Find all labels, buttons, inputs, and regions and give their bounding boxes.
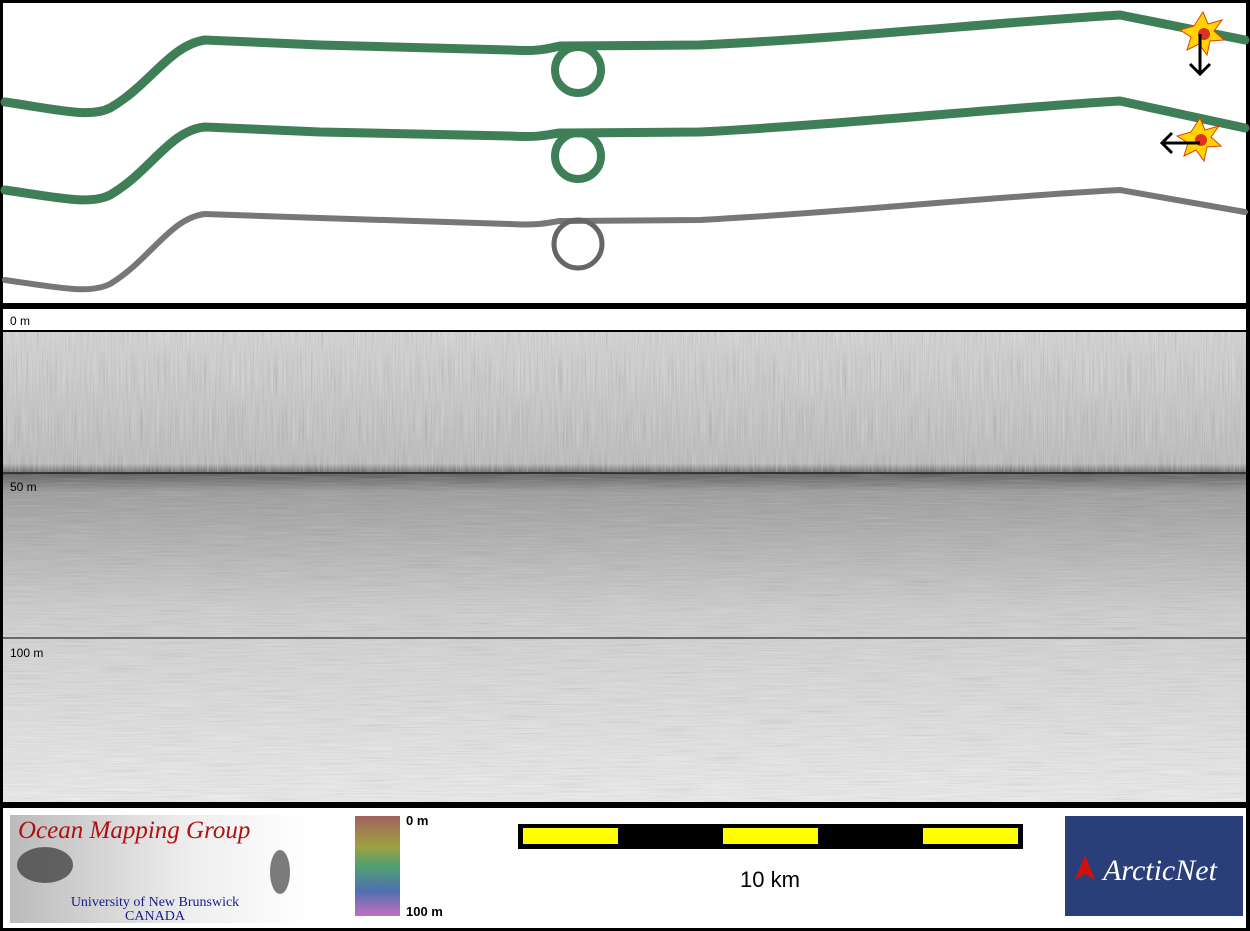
color-scale (355, 816, 400, 916)
track-loop (551, 129, 605, 183)
scale-bar-segment (723, 828, 818, 844)
scale-bar-label: 10 km (740, 867, 800, 892)
track-line (2, 186, 1248, 293)
track-line (0, 10, 1250, 118)
depth-label: 50 m (10, 480, 37, 494)
depth-header (3, 309, 1246, 330)
scale-bar-segment (923, 828, 1018, 844)
logo-graphic (17, 847, 73, 883)
omg-university: University of New Brunswick (71, 895, 239, 910)
track-panel (3, 3, 1246, 303)
maple-leaf (1075, 855, 1095, 880)
omg-title: Ocean Mapping Group (18, 817, 250, 844)
depth-label: 100 m (10, 646, 43, 660)
sonar-texture (3, 472, 1246, 802)
arcticnet-logo (1065, 816, 1243, 916)
arrow (1159, 131, 1200, 155)
track-loop (551, 217, 605, 271)
sun-icons (1159, 10, 1226, 163)
logo-graphic (270, 850, 290, 894)
arcticnet-title: ArcticNet (1101, 854, 1218, 887)
color-scale-label: 100 m (406, 904, 443, 919)
depth-label: 0 m (10, 314, 30, 328)
color-scale-label: 0 m (406, 813, 428, 828)
track-line (0, 96, 1250, 205)
omg-country: CANADA (125, 909, 186, 924)
tracks (0, 10, 1250, 293)
arrow (1188, 34, 1212, 77)
scale-bar-segment (523, 828, 618, 844)
sonar-texture (3, 332, 1246, 472)
track-loop (551, 43, 605, 97)
